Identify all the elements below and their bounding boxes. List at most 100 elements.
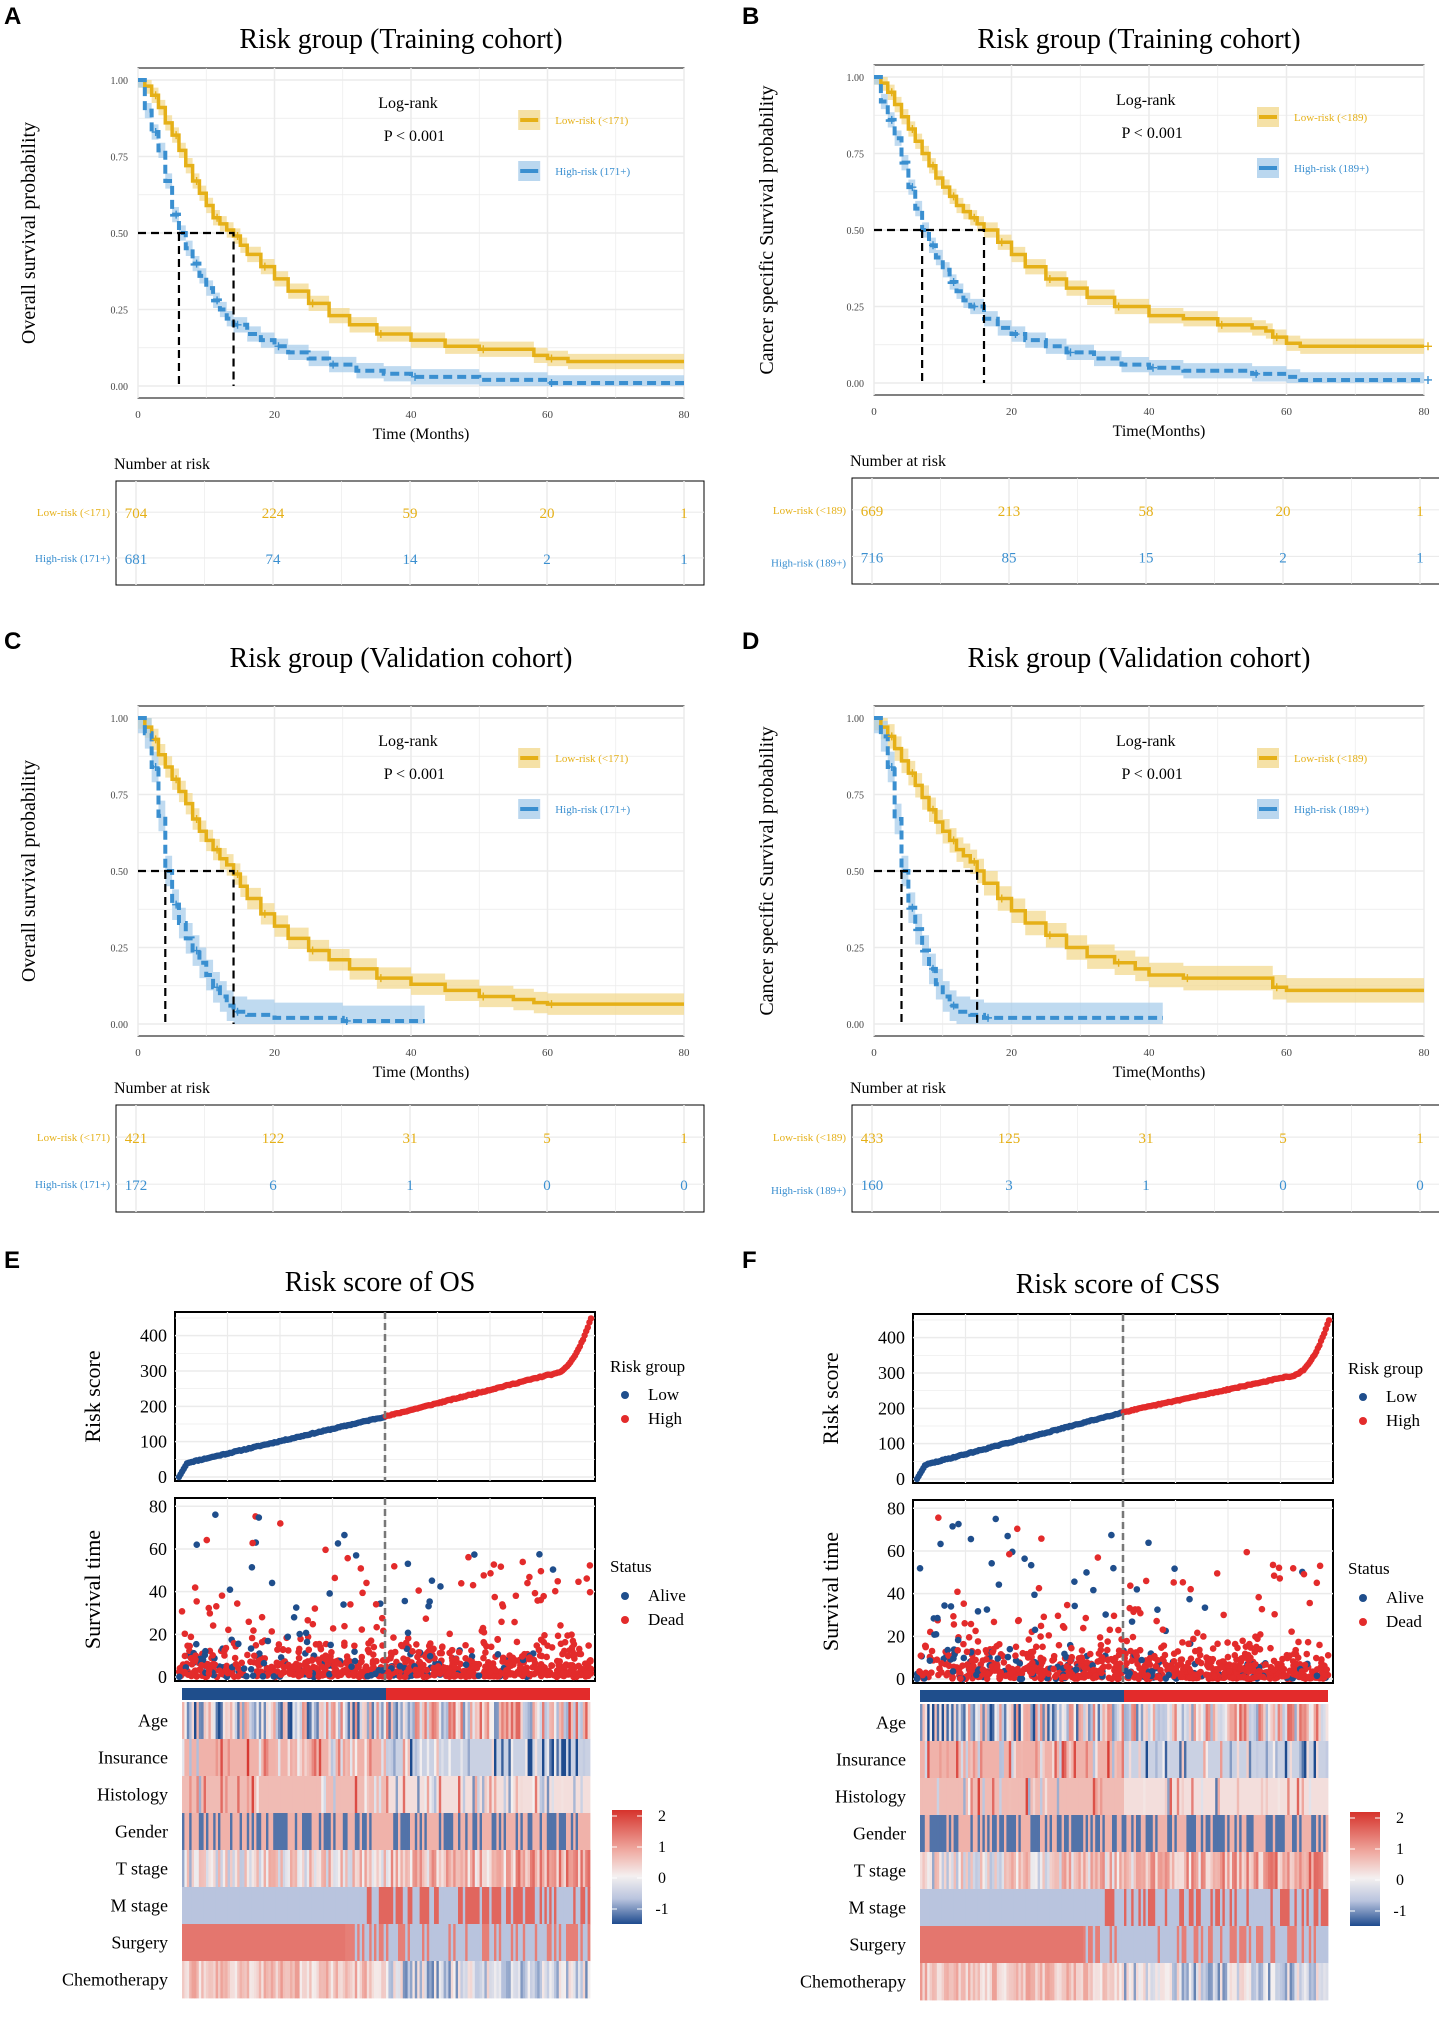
heatmap-cell (215, 1739, 219, 1777)
heatmap-cell (258, 1739, 262, 1777)
heatmap-cell (1282, 1704, 1286, 1742)
heatmap-cell (294, 1813, 298, 1851)
dead-point (1318, 1656, 1325, 1663)
heatmap-cell (230, 1887, 233, 1925)
heatmap-cell (1289, 1815, 1293, 1853)
heatmap-cell (963, 1852, 966, 1890)
heatmap-cell (323, 1739, 327, 1777)
alive-point (1102, 1611, 1109, 1618)
alive-point (983, 1606, 991, 1613)
heatmap-cell (333, 1924, 336, 1962)
heatmap-cell (318, 1924, 322, 1962)
heatmap-cell (1145, 1852, 1149, 1890)
heatmap-cell (573, 1887, 576, 1925)
heatmap-cell (1174, 1778, 1178, 1816)
heatmap-cell (225, 1924, 228, 1962)
heatmap-cell (1320, 1704, 1324, 1742)
alive-point (327, 1641, 334, 1649)
dead-point (209, 1622, 217, 1629)
heatmap-cell (1128, 1852, 1132, 1890)
heatmap-cell (340, 1813, 344, 1851)
heatmap-cell (1174, 1815, 1178, 1853)
heatmap-cell (1080, 1815, 1084, 1853)
low-censor-mark (1114, 958, 1123, 967)
heatmap-cell (1232, 1741, 1235, 1779)
heatmap-cell (1150, 1778, 1154, 1816)
heatmap-cell (537, 1813, 540, 1851)
dead-point (1115, 1675, 1123, 1682)
heatmap-cell (292, 1924, 296, 1962)
heatmap-cell (944, 1741, 947, 1779)
heatmap-cell (460, 1739, 464, 1777)
heatmap-cell (518, 1924, 521, 1962)
low-censor-mark (213, 213, 222, 222)
dead-point (482, 1663, 489, 1671)
heatmap-cell (1044, 1704, 1048, 1742)
alive-point (934, 1614, 941, 1622)
heatmap-cell (254, 1739, 257, 1777)
dead-point (938, 1669, 945, 1676)
dead-point (218, 1592, 226, 1599)
heatmap-cell (1212, 1778, 1216, 1816)
alive-point (941, 1602, 948, 1609)
heatmap-cell (256, 1702, 260, 1740)
heatmap-cell (467, 1887, 471, 1925)
dead-point (330, 1662, 338, 1669)
heatmap-cell (1030, 1741, 1034, 1779)
heatmap-cell (1160, 1852, 1163, 1890)
heatmap-cell (290, 1961, 293, 1999)
heatmap-cell (1160, 1778, 1163, 1816)
dead-point (1229, 1674, 1237, 1682)
heatmap-cell (407, 1924, 411, 1962)
heatmap-cell (1155, 1852, 1158, 1890)
heatmap-cell (1025, 1815, 1029, 1853)
heatmap-cell (186, 1813, 190, 1851)
risk-low-count: 5 (543, 1131, 551, 1147)
heatmap-cell (566, 1887, 569, 1925)
heatmap-cell (1090, 1741, 1094, 1779)
heatmap-cell (1020, 1815, 1024, 1853)
heatmap-cell (479, 1776, 483, 1814)
heatmap-cell (470, 1776, 473, 1814)
heatmap-cell (948, 1741, 952, 1779)
heatmap-cell (242, 1739, 245, 1777)
heatmap-cell (280, 1924, 284, 1962)
heatmap-cell (587, 1813, 591, 1851)
alive-point (259, 1673, 267, 1680)
heatmap-cell (556, 1887, 560, 1925)
low-censor-mark (929, 805, 937, 814)
heatmap-cell (1179, 1815, 1182, 1853)
panel-letter: F (742, 1247, 757, 1274)
y-tick-label: 0.25 (111, 306, 129, 317)
heatmap-cell (1061, 1815, 1065, 1853)
heatmap-cell (227, 1776, 231, 1814)
heatmap-cell (982, 1704, 986, 1742)
heatmap-cell (1102, 1704, 1106, 1742)
heatmap-cell (489, 1813, 492, 1851)
dead-point (1303, 1650, 1311, 1658)
y-tick-label: 0.25 (111, 944, 129, 955)
heatmap-cell (302, 1887, 305, 1925)
dead-point (181, 1652, 189, 1660)
heatmap-cell (1210, 1778, 1214, 1816)
heatmap-cell (503, 1850, 507, 1888)
dead-point (478, 1627, 486, 1635)
heatmap-cell (1203, 1741, 1206, 1779)
heatmap-cell (407, 1813, 411, 1851)
heatmap-cell (429, 1739, 432, 1777)
heatmap-cell (412, 1850, 416, 1888)
heatmap-cell (1258, 1815, 1262, 1853)
heatmap-cell (549, 1924, 552, 1962)
dead-point (1128, 1657, 1136, 1665)
heatmap-cell (446, 1887, 449, 1925)
heatmap-cell (371, 1924, 375, 1962)
heatmap-cell (1162, 1704, 1166, 1742)
heatmap-cell (1282, 1815, 1286, 1853)
alive-point (1021, 1555, 1028, 1562)
heatmap-cell (340, 1887, 344, 1925)
dead-point (391, 1648, 399, 1656)
dead-point (445, 1669, 453, 1677)
heatmap-cell (191, 1961, 195, 1999)
heatmap-cell (407, 1850, 411, 1888)
heatmap-cell (330, 1739, 334, 1777)
